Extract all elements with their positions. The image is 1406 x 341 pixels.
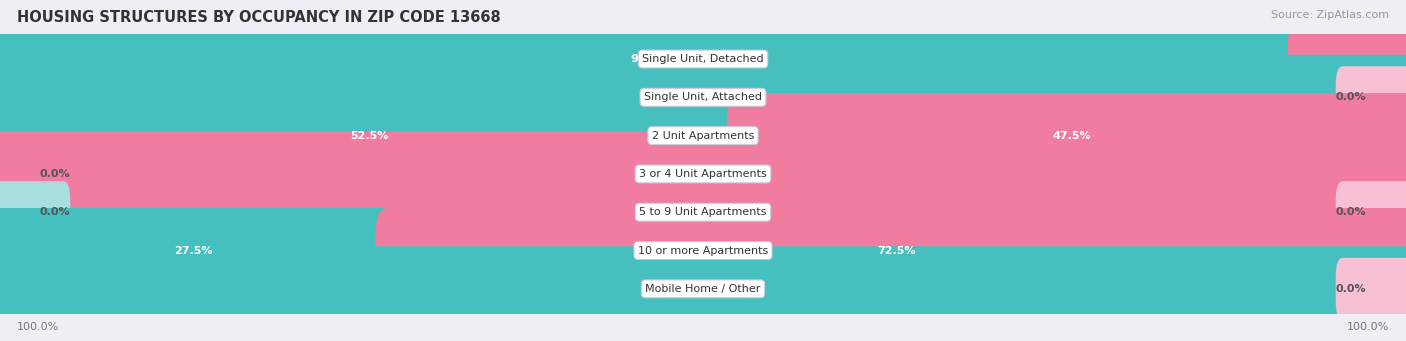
FancyBboxPatch shape: [0, 93, 749, 178]
Text: 0.0%: 0.0%: [1336, 284, 1367, 294]
Text: 0.0%: 0.0%: [39, 207, 70, 217]
Text: 100.0%: 100.0%: [1347, 322, 1389, 332]
FancyBboxPatch shape: [0, 274, 1406, 303]
Text: 2 Unit Apartments: 2 Unit Apartments: [652, 131, 754, 140]
Text: 47.5%: 47.5%: [1053, 131, 1091, 140]
FancyBboxPatch shape: [375, 208, 1406, 293]
FancyBboxPatch shape: [1288, 16, 1406, 102]
Text: 27.5%: 27.5%: [174, 246, 212, 255]
FancyBboxPatch shape: [0, 208, 398, 293]
Text: 0.0%: 0.0%: [39, 169, 70, 179]
FancyBboxPatch shape: [0, 83, 1406, 112]
FancyBboxPatch shape: [0, 44, 1406, 74]
FancyBboxPatch shape: [0, 198, 1406, 227]
FancyBboxPatch shape: [0, 246, 1406, 331]
Text: 100.0%: 100.0%: [17, 322, 59, 332]
FancyBboxPatch shape: [727, 93, 1406, 178]
FancyBboxPatch shape: [0, 121, 1406, 150]
Text: Single Unit, Detached: Single Unit, Detached: [643, 54, 763, 64]
FancyBboxPatch shape: [1336, 258, 1406, 320]
Text: 0.0%: 0.0%: [1336, 92, 1367, 102]
FancyBboxPatch shape: [0, 143, 70, 205]
Text: 72.5%: 72.5%: [877, 246, 915, 255]
Text: HOUSING STRUCTURES BY OCCUPANCY IN ZIP CODE 13668: HOUSING STRUCTURES BY OCCUPANCY IN ZIP C…: [17, 10, 501, 25]
FancyBboxPatch shape: [0, 16, 1310, 102]
Text: Source: ZipAtlas.com: Source: ZipAtlas.com: [1271, 10, 1389, 20]
Text: Single Unit, Attached: Single Unit, Attached: [644, 92, 762, 102]
FancyBboxPatch shape: [1336, 66, 1406, 128]
Text: Mobile Home / Other: Mobile Home / Other: [645, 284, 761, 294]
FancyBboxPatch shape: [0, 181, 70, 243]
Text: 100.0%: 100.0%: [681, 284, 725, 294]
Text: 3 or 4 Unit Apartments: 3 or 4 Unit Apartments: [640, 169, 766, 179]
Text: 10 or more Apartments: 10 or more Apartments: [638, 246, 768, 255]
Text: 0.0%: 0.0%: [1336, 207, 1367, 217]
Text: 100.0%: 100.0%: [681, 169, 725, 179]
FancyBboxPatch shape: [0, 131, 1406, 217]
FancyBboxPatch shape: [0, 55, 1406, 140]
Text: 5 to 9 Unit Apartments: 5 to 9 Unit Apartments: [640, 207, 766, 217]
FancyBboxPatch shape: [1336, 181, 1406, 243]
Text: 52.5%: 52.5%: [350, 131, 388, 140]
Text: 100.0%: 100.0%: [681, 92, 725, 102]
FancyBboxPatch shape: [0, 159, 1406, 189]
FancyBboxPatch shape: [0, 236, 1406, 265]
Text: 92.4%: 92.4%: [630, 54, 669, 64]
